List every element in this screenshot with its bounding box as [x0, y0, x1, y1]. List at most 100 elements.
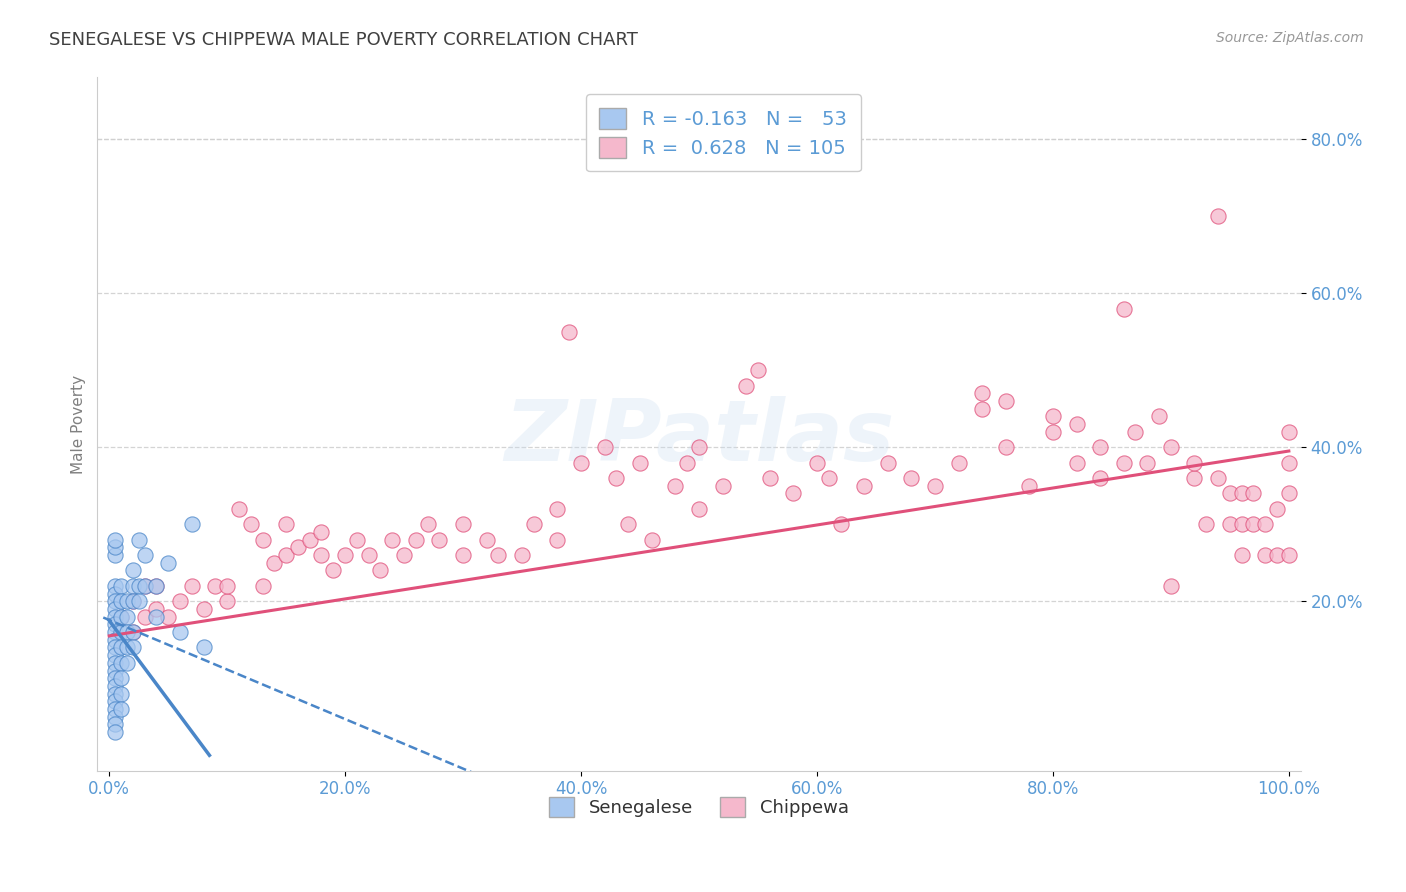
Point	[110, 609, 132, 624]
Point	[204, 579, 226, 593]
Point	[128, 579, 150, 593]
Point	[429, 533, 451, 547]
Point	[104, 586, 127, 600]
Point	[416, 517, 439, 532]
Point	[1088, 471, 1111, 485]
Point	[711, 478, 734, 492]
Point	[157, 609, 180, 624]
Point	[972, 386, 994, 401]
Point	[104, 548, 127, 562]
Point	[1184, 456, 1206, 470]
Point	[1160, 440, 1182, 454]
Point	[128, 594, 150, 608]
Point	[747, 363, 769, 377]
Point	[593, 440, 616, 454]
Point	[104, 710, 127, 724]
Point	[333, 548, 356, 562]
Point	[994, 440, 1017, 454]
Point	[676, 456, 699, 470]
Point	[488, 548, 510, 562]
Point	[1278, 456, 1301, 470]
Point	[110, 671, 132, 685]
Point	[1230, 517, 1253, 532]
Point	[311, 524, 333, 539]
Point	[104, 541, 127, 555]
Point	[121, 594, 143, 608]
Point	[274, 517, 297, 532]
Point	[1136, 456, 1159, 470]
Point	[1254, 517, 1277, 532]
Text: ZIPatlas: ZIPatlas	[503, 396, 894, 479]
Point	[217, 579, 239, 593]
Point	[110, 579, 132, 593]
Point	[510, 548, 533, 562]
Point	[451, 517, 474, 532]
Point	[115, 594, 138, 608]
Point	[1243, 486, 1265, 500]
Point	[110, 594, 132, 608]
Point	[104, 640, 127, 655]
Point	[948, 456, 970, 470]
Point	[274, 548, 297, 562]
Point	[924, 478, 946, 492]
Point	[110, 656, 132, 670]
Point	[145, 579, 167, 593]
Point	[180, 517, 202, 532]
Point	[853, 478, 876, 492]
Point	[782, 486, 804, 500]
Point	[104, 648, 127, 662]
Point	[104, 664, 127, 678]
Point	[239, 517, 262, 532]
Point	[688, 501, 710, 516]
Point	[688, 440, 710, 454]
Point	[134, 579, 156, 593]
Point	[1042, 425, 1064, 439]
Point	[145, 602, 167, 616]
Point	[110, 702, 132, 716]
Point	[558, 325, 581, 339]
Point	[104, 594, 127, 608]
Point	[228, 501, 250, 516]
Point	[104, 702, 127, 716]
Point	[104, 717, 127, 731]
Point	[121, 579, 143, 593]
Point	[157, 556, 180, 570]
Point	[115, 640, 138, 655]
Point	[104, 656, 127, 670]
Point	[1278, 548, 1301, 562]
Point	[806, 456, 828, 470]
Point	[1278, 425, 1301, 439]
Point	[972, 401, 994, 416]
Point	[1184, 471, 1206, 485]
Point	[121, 563, 143, 577]
Point	[134, 609, 156, 624]
Point	[104, 725, 127, 739]
Point	[104, 632, 127, 647]
Point	[1042, 409, 1064, 424]
Point	[1265, 501, 1288, 516]
Point	[370, 563, 392, 577]
Point	[110, 640, 132, 655]
Point	[115, 625, 138, 640]
Point	[134, 579, 156, 593]
Point	[1125, 425, 1147, 439]
Point	[641, 533, 664, 547]
Point	[322, 563, 344, 577]
Point	[104, 687, 127, 701]
Point	[298, 533, 321, 547]
Point	[735, 378, 758, 392]
Point	[1066, 456, 1088, 470]
Point	[193, 640, 215, 655]
Point	[759, 471, 782, 485]
Point	[104, 602, 127, 616]
Point	[121, 640, 143, 655]
Point	[900, 471, 922, 485]
Point	[817, 471, 839, 485]
Point	[311, 548, 333, 562]
Point	[1147, 409, 1170, 424]
Point	[1195, 517, 1218, 532]
Text: Source: ZipAtlas.com: Source: ZipAtlas.com	[1216, 31, 1364, 45]
Point	[1278, 486, 1301, 500]
Point	[169, 594, 191, 608]
Point	[1230, 486, 1253, 500]
